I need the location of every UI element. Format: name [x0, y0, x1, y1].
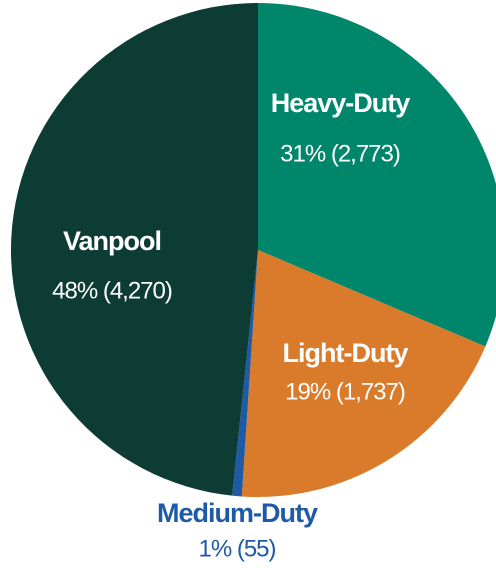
slice-value: 48% (4,270)	[52, 277, 172, 304]
pie-slice	[11, 3, 259, 496]
pie-slice	[232, 250, 258, 497]
slice-value: 1% (55)	[198, 535, 275, 562]
pie-slice	[258, 3, 496, 347]
slice-label: Medium-Duty	[157, 498, 318, 528]
slice-value: 19% (1,737)	[285, 378, 405, 405]
slice-value: 31% (2,773)	[280, 140, 400, 167]
slice-label: Vanpool	[63, 226, 161, 256]
slice-label: Light-Duty	[283, 338, 409, 368]
pie-slice	[241, 250, 486, 497]
slice-label: Heavy-Duty	[271, 88, 411, 118]
